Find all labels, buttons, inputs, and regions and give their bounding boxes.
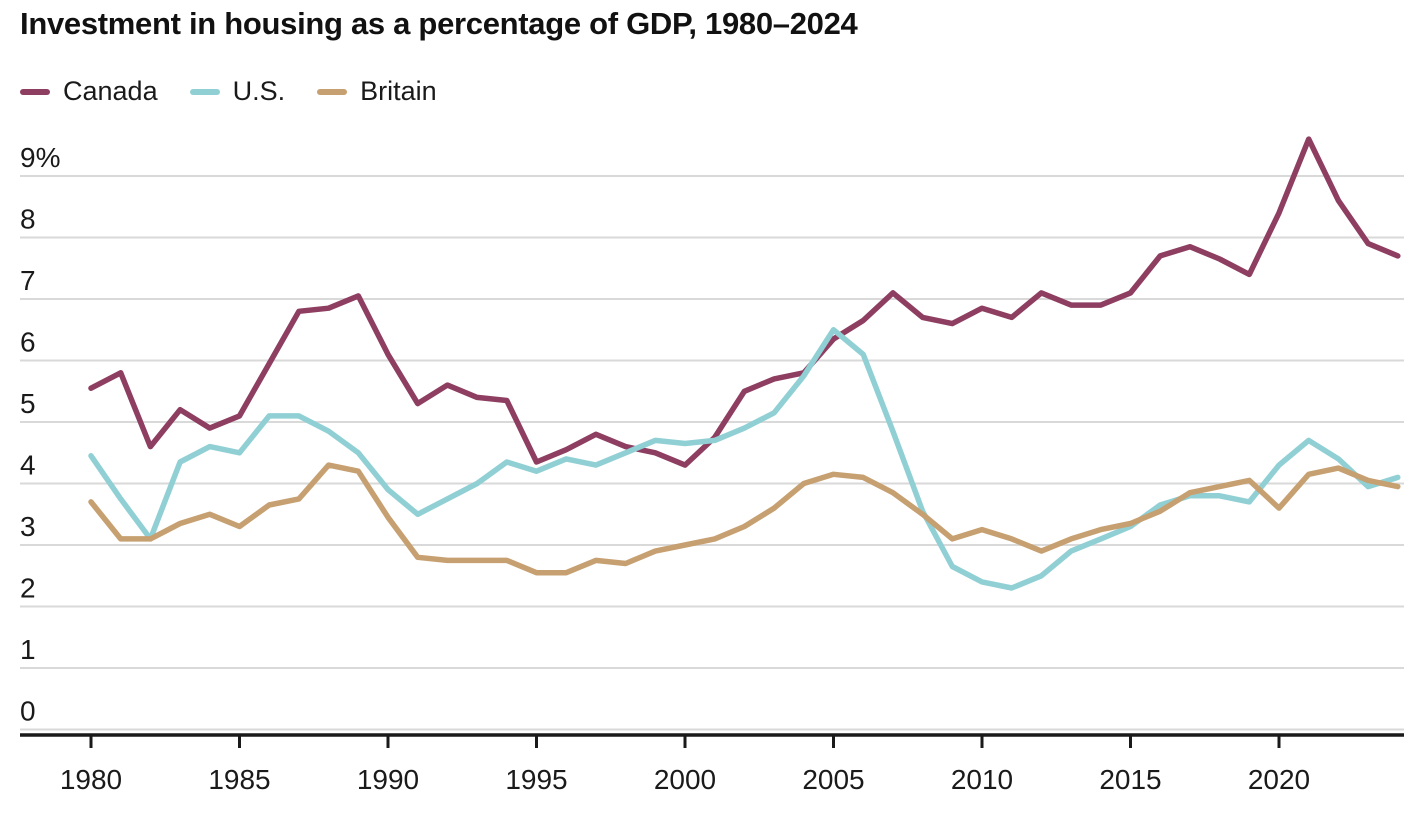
chart-title: Investment in housing as a percentage of…: [20, 6, 858, 41]
y-tick-label: 8: [20, 204, 36, 235]
x-tick-label: 2000: [654, 764, 716, 795]
legend: Canada U.S. Britain: [20, 76, 437, 107]
x-tick-label: 2005: [802, 764, 864, 795]
series-line-britain: [88, 462, 1401, 576]
y-tick-label: 6: [20, 327, 36, 358]
x-tick-label: 1980: [60, 764, 122, 795]
gridlines: [20, 175, 1404, 731]
legend-swatch-britain: [317, 88, 348, 95]
legend-label-canada: Canada: [63, 76, 158, 106]
x-tick-label: 1995: [505, 764, 567, 795]
legend-label-us: U.S.: [232, 76, 286, 106]
series-line-us: [88, 327, 1401, 591]
y-axis-labels: 0 1 2 3 4 5 6 7 8 9%: [20, 142, 60, 727]
x-tick-label: 1985: [208, 764, 270, 795]
x-tick-label: 2010: [951, 764, 1013, 795]
x-tick-label: 2015: [1099, 764, 1161, 795]
legend-swatch-us: [189, 88, 220, 95]
series-line-canada: [88, 136, 1401, 468]
y-tick-label: 4: [20, 450, 36, 481]
legend-label-britain: Britain: [360, 76, 437, 106]
legend-item-britain: Britain: [317, 76, 437, 107]
y-tick-label: 5: [20, 388, 36, 419]
y-tick-label: 1: [20, 634, 36, 665]
y-tick-label: 2: [20, 573, 36, 604]
x-tick-label: 2020: [1248, 764, 1310, 795]
data-series: [88, 136, 1401, 591]
legend-item-canada: Canada: [20, 76, 158, 107]
y-tick-label: 9%: [20, 142, 60, 173]
x-axis-labels: 1980 1985 1990 1995 2000 2005 2010 2015 2020: [60, 764, 1310, 795]
x-axis: [20, 733, 1404, 748]
y-tick-label: 0: [20, 696, 36, 727]
y-tick-label: 3: [20, 511, 36, 542]
x-tick-label: 1990: [357, 764, 419, 795]
legend-swatch-canada: [20, 88, 50, 95]
legend-item-us: U.S.: [189, 76, 286, 107]
y-tick-label: 7: [20, 265, 36, 296]
